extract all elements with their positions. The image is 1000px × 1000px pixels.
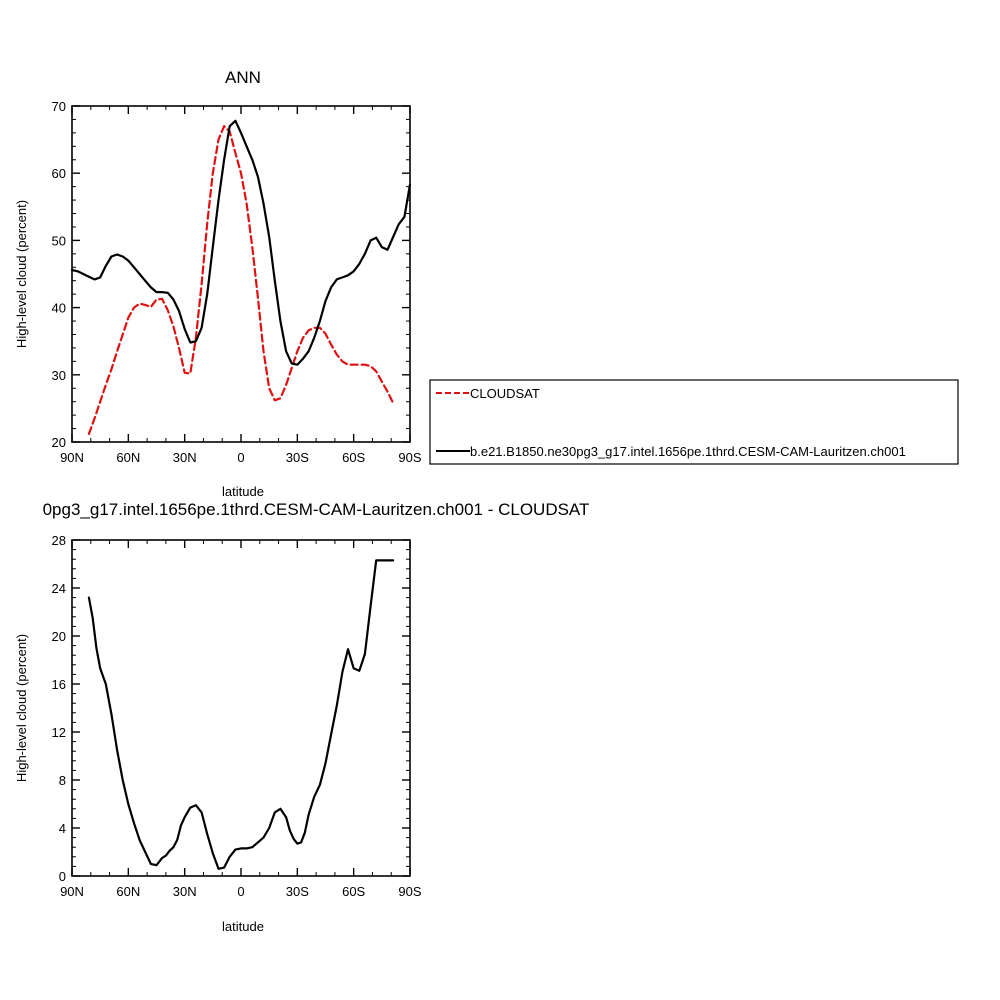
top-chart-x-tick-label: 60N [116, 450, 140, 465]
bottom-chart-x-tick-label: 90S [398, 884, 421, 899]
bottom-chart-y-tick-label: 4 [59, 821, 66, 836]
top-chart-x-tick-label: 90S [398, 450, 421, 465]
top-chart-x-tick-label: 30S [286, 450, 309, 465]
top-chart-y-tick-label: 50 [52, 233, 66, 248]
top-chart-title: ANN [225, 68, 261, 87]
bottom-chart-y-tick-label: 12 [52, 725, 66, 740]
legend-label-cloudsat: CLOUDSAT [470, 386, 540, 401]
top-chart-x-tick-label: 90N [60, 450, 84, 465]
bottom-chart-ticks: 90N 60N 30N 0 30S 60S 90S 0 4 8 12 16 20 24 28 [52, 533, 422, 899]
top-chart-series-lines [70, 119, 412, 435]
bottom-chart-y-tick-label: 28 [52, 533, 66, 548]
top-chart-y-tick-label: 40 [52, 301, 66, 316]
top-chart-y-tick-label: 70 [52, 99, 66, 114]
top-chart-plot-frame [71, 105, 411, 443]
bottom-chart-y-axis-label: High-level cloud (percent) [14, 634, 29, 782]
bottom-chart-plot-frame [71, 539, 411, 877]
bottom-chart-y-tick-label: 16 [52, 677, 66, 692]
bottom-chart-x-tick-label: 60N [116, 884, 140, 899]
top-chart-y-tick-label: 20 [52, 435, 66, 450]
bottom-chart-x-tick-label: 30N [173, 884, 197, 899]
bottom-chart-series-lines [87, 559, 395, 870]
bottom-chart-x-tick-label: 0 [237, 884, 244, 899]
top-chart-ticks: 90N 60N 30N 0 30S 60S 90S 20 30 40 50 60 70 [52, 99, 422, 465]
top-chart-y-tick-label: 60 [52, 166, 66, 181]
bottom-chart-y-tick-label: 0 [59, 869, 66, 884]
bottom-chart-x-axis-label: latitude [222, 919, 264, 934]
top-chart-legend: CLOUDSAT b.e21.B1850.ne30pg3_g17.intel.1… [429, 379, 959, 465]
top-chart-x-axis-label: latitude [222, 484, 264, 499]
top-chart-x-tick-label: 60S [342, 450, 365, 465]
bottom-chart-y-tick-label: 8 [59, 773, 66, 788]
top-chart-series-line-0 [87, 125, 395, 435]
top-chart-y-tick-label: 30 [52, 368, 66, 383]
top-chart-x-tick-label: 30N [173, 450, 197, 465]
legend-box [429, 379, 959, 465]
top-chart-series-line-1 [70, 119, 412, 366]
bottom-chart-panel: 0pg3_g17.intel.1656pe.1thrd.CESM-CAM-Lau… [14, 500, 589, 934]
bottom-chart-x-tick-label: 60S [342, 884, 365, 899]
bottom-chart-y-tick-label: 24 [52, 581, 66, 596]
top-chart-x-tick-label: 0 [237, 450, 244, 465]
legend-label-model: b.e21.B1850.ne30pg3_g17.intel.1656pe.1th… [470, 444, 906, 459]
bottom-chart-x-tick-label: 30S [286, 884, 309, 899]
bottom-chart-x-tick-label: 90N [60, 884, 84, 899]
bottom-chart-title: 0pg3_g17.intel.1656pe.1thrd.CESM-CAM-Lau… [43, 500, 590, 519]
bottom-chart-series-line-0 [87, 559, 395, 870]
bottom-chart-y-tick-label: 20 [52, 629, 66, 644]
top-chart-y-axis-label: High-level cloud (percent) [14, 200, 29, 348]
top-chart-panel: ANN High-level cloud (percent) latitude … [14, 68, 422, 499]
